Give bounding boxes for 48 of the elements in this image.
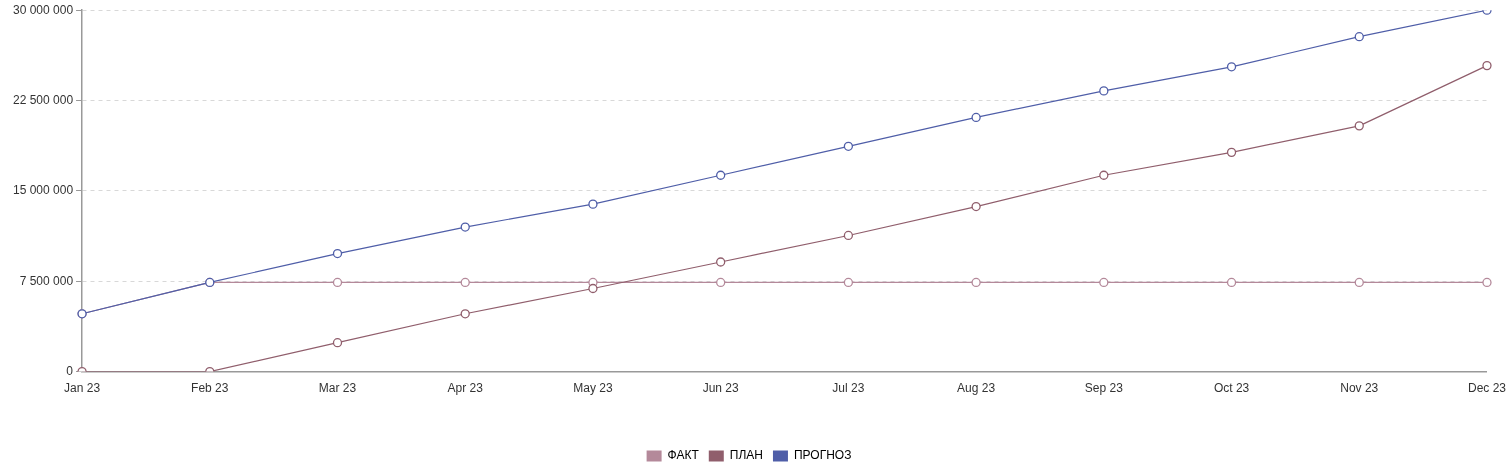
- point: [1099, 86, 1109, 96]
- x-tick-label: Aug 23: [957, 381, 996, 396]
- point: [460, 277, 470, 288]
- y-tick-label: 7 500 000: [19, 273, 74, 288]
- x-tick-label: Apr 23: [447, 381, 484, 396]
- point: [1226, 277, 1237, 288]
- x-tick-label: Jan 23: [64, 381, 101, 396]
- legend-label: ФАКТ: [667, 448, 700, 463]
- y-tick-label: 0: [66, 363, 74, 378]
- point: [971, 112, 981, 123]
- point: [1482, 60, 1492, 71]
- point: [716, 170, 726, 180]
- point: [1099, 277, 1109, 288]
- point: [588, 199, 598, 209]
- x-tick-label: Oct 23: [1213, 381, 1250, 396]
- x-tick-label: Mar 23: [318, 381, 357, 396]
- point: [1482, 277, 1492, 288]
- x-tick-label: Dec 23: [1467, 381, 1507, 396]
- point: [716, 257, 726, 267]
- point: [1354, 32, 1364, 42]
- x-tick-label: May 23: [573, 381, 613, 396]
- point: [971, 201, 981, 212]
- point: [843, 277, 854, 288]
- y-tick-label: 30 000 000: [13, 2, 74, 17]
- legend-label: ПРОГНОЗ: [793, 448, 852, 463]
- x-tick-label: Feb 23: [191, 381, 229, 396]
- point: [332, 277, 343, 288]
- point: [460, 309, 470, 319]
- point: [1354, 277, 1364, 288]
- point: [1099, 170, 1109, 180]
- point: [716, 277, 726, 288]
- y-tick-label: 15 000 000: [13, 183, 74, 198]
- x-tick-label: Sep 23: [1084, 381, 1124, 396]
- point: [843, 141, 854, 151]
- point: [332, 248, 343, 259]
- point: [1226, 147, 1237, 157]
- point: [1354, 121, 1364, 131]
- point: [588, 283, 598, 294]
- point: [843, 230, 854, 241]
- point: [332, 338, 343, 348]
- x-tick-label: Jul 23: [832, 381, 865, 396]
- point: [971, 277, 981, 288]
- x-tick-label: Jun 23: [702, 381, 739, 396]
- point: [460, 222, 470, 232]
- y-tick-label: 22 500 000: [13, 92, 74, 107]
- point: [1226, 62, 1237, 72]
- x-tick-label: Nov 23: [1340, 381, 1379, 396]
- legend-label: ПЛАН: [729, 448, 763, 463]
